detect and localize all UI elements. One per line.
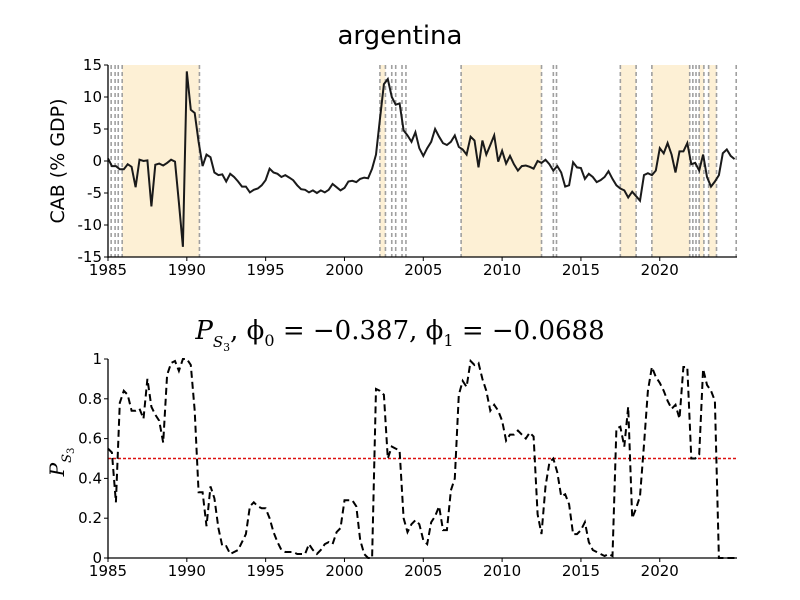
cab-x-tick-label: 2015 (562, 261, 600, 279)
cab-chart-title: argentina (338, 21, 463, 51)
prob-x-tick-label: 2005 (404, 562, 442, 580)
cab-chart: 1985 1990 1995 2000 2005 2010 2015 2020 -15 -10 -5… (47, 21, 738, 279)
prob-y-tick-label: 0.8 (78, 390, 102, 408)
prob-y-tick-label: 1 (92, 350, 102, 368)
cab-x-tick-label: 2010 (483, 261, 521, 279)
cab-series-line (107, 71, 736, 247)
shaded-region (122, 65, 200, 257)
cab-y-tick-label: -5 (87, 184, 102, 202)
cab-x-tick-label: 1995 (247, 261, 285, 279)
cab-y-tick-label: 15 (83, 56, 102, 74)
prob-y-tick-label: 0.4 (78, 469, 102, 487)
prob-y-tick-label: 0.2 (78, 509, 102, 527)
cab-y-tick-label: 0 (92, 152, 102, 170)
probability-axes: 1985 1990 1995 2000 2005 2010 2015 2020 0 0.2 0.4 0… (78, 350, 737, 580)
cab-y-tick-label: -10 (78, 216, 103, 234)
prob-x-tick-label: 1985 (89, 562, 127, 580)
cab-y-tick-label: 5 (92, 120, 102, 138)
prob-y-tick-label: 0 (92, 549, 102, 567)
cab-x-tick-label: 1990 (168, 261, 206, 279)
cab-y-axis-label: CAB (% GDP) (47, 98, 69, 223)
probability-y-axis-label: PS3 (45, 448, 77, 478)
cab-x-tick-label: 2000 (325, 261, 363, 279)
prob-x-tick-label: 2000 (325, 562, 363, 580)
prob-x-tick-label: 2015 (562, 562, 600, 580)
probability-chart-title: PS3, ϕ0 = −0.387, ϕ1 = −0.0688 (194, 316, 604, 354)
shaded-region (708, 65, 717, 257)
cab-x-tick-label: 2005 (404, 261, 442, 279)
prob-x-tick-label: 2020 (641, 562, 679, 580)
prob-x-tick-label: 1990 (168, 562, 206, 580)
cab-axes: 1985 1990 1995 2000 2005 2010 2015 2020 -15 -10 -5… (78, 56, 737, 279)
prob-x-tick-label: 1995 (247, 562, 285, 580)
probability-chart: 1985 1990 1995 2000 2005 2010 2015 2020 0 0.2 0.4 0… (45, 316, 737, 580)
shaded-region (461, 65, 542, 257)
shaded-region (620, 65, 637, 257)
dashed-markers (110, 65, 738, 257)
prob-y-tick-label: 0.6 (78, 430, 102, 448)
cab-y-tick-label: 10 (83, 88, 102, 106)
cab-x-tick-label: 2020 (641, 261, 679, 279)
shaded-region (379, 65, 386, 257)
cab-y-tick-label: -15 (78, 248, 103, 266)
cab-x-tick-label: 1985 (89, 261, 127, 279)
prob-x-tick-label: 2010 (483, 562, 521, 580)
